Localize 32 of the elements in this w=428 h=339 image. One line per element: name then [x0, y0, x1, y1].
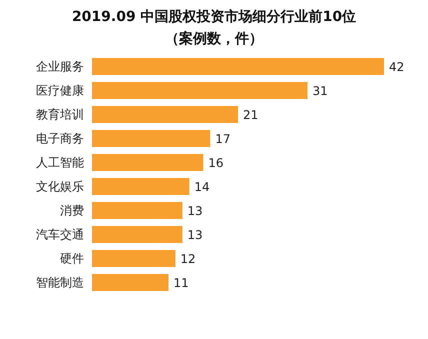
- bar: [92, 250, 176, 267]
- bar: [92, 202, 182, 219]
- y-tick-label: 文化娱乐: [36, 179, 84, 194]
- y-tick-label: 汽车交通: [36, 227, 84, 242]
- data-label: 11: [173, 276, 189, 290]
- y-tick-label: 电子商务: [36, 131, 84, 146]
- y-tick-label: 人工智能: [36, 155, 84, 170]
- bar: [92, 226, 182, 243]
- y-tick-label: 企业服务: [36, 59, 84, 74]
- data-label: 42: [389, 60, 404, 74]
- data-label: 31: [312, 84, 328, 98]
- data-label: 21: [243, 108, 258, 122]
- data-label: 17: [215, 132, 230, 146]
- bar: [92, 58, 384, 75]
- bar: [92, 130, 210, 147]
- y-tick-label: 医疗健康: [36, 83, 84, 98]
- bar: [92, 178, 190, 195]
- y-tick-label: 智能制造: [36, 275, 84, 290]
- y-tick-label: 消费: [60, 203, 84, 218]
- data-label: 16: [208, 156, 224, 170]
- data-label: 12: [180, 252, 196, 266]
- y-tick-label: 硬件: [60, 251, 84, 266]
- bar: [92, 106, 238, 123]
- bar: [92, 274, 168, 291]
- chart-subtitle: （案例数，件）: [164, 30, 264, 48]
- data-label: 13: [187, 204, 203, 218]
- bar: [92, 154, 204, 171]
- data-label: 14: [194, 180, 210, 194]
- y-tick-label: 教育培训: [36, 107, 84, 122]
- chart-title: 2019.09 中国股权投资市场细分行业前10位: [70, 8, 358, 26]
- data-label: 13: [187, 228, 203, 242]
- bar: [92, 82, 308, 99]
